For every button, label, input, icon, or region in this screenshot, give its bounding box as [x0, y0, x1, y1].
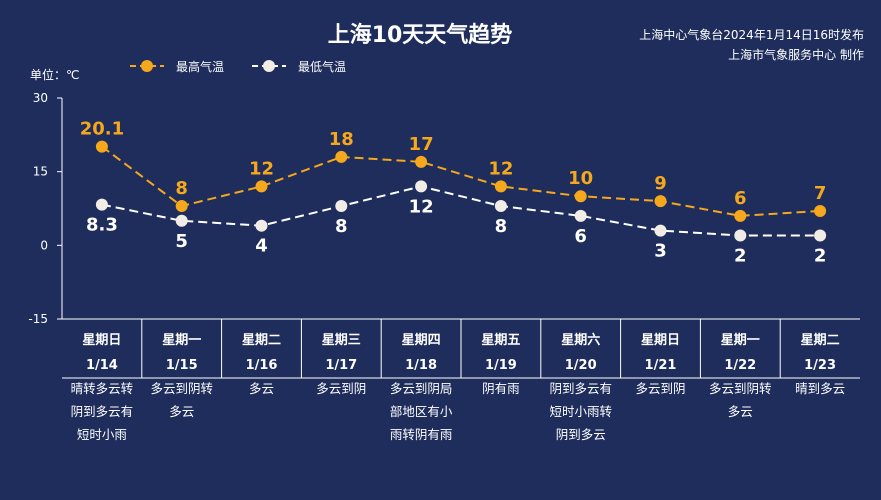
high-temperature-point [654, 195, 667, 208]
weather-text: 短时小雨 [77, 427, 127, 442]
date-label: 1/19 [485, 358, 517, 373]
low-temperature-label: 3 [654, 241, 667, 262]
high-temperature-point [494, 180, 507, 193]
date-label: 1/20 [565, 358, 597, 373]
high-temperature-point [734, 209, 747, 222]
high-temperature-point [415, 155, 428, 168]
low-temperature-label: 5 [175, 231, 188, 252]
high-temperature-label: 20.1 [80, 119, 124, 140]
low-temperature-label: 2 [814, 246, 827, 267]
weekday-label: 星期一 [721, 333, 760, 348]
weather-text: 多云 [249, 381, 274, 396]
low-temperature-point [255, 219, 268, 232]
high-temperature-label: 9 [654, 173, 667, 194]
legend: 最高气温 最低气温 [130, 59, 346, 74]
series-lines [101, 145, 821, 237]
x-axis-labels: 星期日1/14晴转多云转阴到多云有短时小雨星期一1/15多云到阴转多云星期二1/… [71, 332, 845, 442]
date-label: 1/17 [325, 358, 357, 373]
high-temperature-label: 8 [175, 178, 188, 199]
high-temperature-point [335, 150, 348, 163]
low-temperature-point [494, 200, 507, 213]
weather-text: 部地区有小 [390, 404, 453, 419]
weekday-label: 星期二 [242, 333, 281, 348]
weekday-label: 星期二 [801, 333, 840, 348]
low-temperature-label: 4 [255, 236, 268, 257]
y-tick-label: 0 [40, 238, 48, 252]
date-label: 1/21 [645, 358, 677, 373]
low-temperature-point [654, 224, 667, 237]
date-label: 1/16 [246, 358, 278, 373]
low-temperature-point [734, 229, 747, 242]
weather-text: 短时小雨转 [549, 404, 612, 419]
source-line-2: 上海市气象服务中心 制作 [728, 47, 864, 62]
low-temperature-point [574, 209, 587, 222]
low-temperature-label: 6 [574, 226, 587, 247]
weather-text: 多云 [728, 404, 753, 419]
low-temperature-line [101, 185, 821, 237]
low-temperature-point [814, 229, 827, 242]
low-temperature-label: 12 [409, 196, 434, 217]
weekday-label: 星期三 [322, 333, 361, 348]
weekday-label: 星期五 [481, 333, 520, 348]
low-temperature-point [415, 180, 428, 193]
date-label: 1/22 [724, 358, 756, 373]
y-tick-label: -15 [28, 312, 48, 326]
low-temperature-label: 8.3 [86, 215, 118, 236]
weather-text: 晴转多云转 [71, 381, 134, 396]
weather-text: 阴到多云有 [71, 404, 134, 419]
high-temperature-label: 17 [409, 134, 434, 155]
chart-title: 上海10天天气趋势 [328, 22, 513, 48]
legend-low-label: 最低气温 [298, 59, 346, 74]
weather-text: 多云到阴转 [709, 381, 772, 396]
high-temperature-label: 7 [814, 183, 827, 204]
low-temperature-label: 2 [734, 246, 747, 267]
weather-text: 晴到多云 [795, 381, 845, 396]
y-tick-label: 30 [33, 91, 48, 105]
y-tick-label: 15 [33, 165, 48, 179]
weather-text: 阴到多云有 [549, 381, 612, 396]
weather-text: 阴到多云 [556, 427, 606, 442]
high-temperature-label: 6 [734, 188, 747, 209]
weekday-label: 星期四 [402, 333, 441, 348]
high-temperature-point [255, 180, 268, 193]
legend-low-marker [263, 60, 275, 72]
high-temperature-point [814, 204, 827, 217]
low-temperature-point [95, 198, 108, 211]
weather-text: 多云 [169, 404, 194, 419]
table-grid [62, 318, 860, 379]
weather-text: 多云到阴转 [150, 381, 213, 396]
low-temperature-label: 8 [335, 216, 348, 237]
date-label: 1/23 [804, 358, 836, 373]
date-label: 1/18 [405, 358, 437, 373]
weather-text: 多云到阴 [316, 381, 366, 396]
y-axis: 30 15 0 -15 [28, 91, 63, 326]
legend-high-label: 最高气温 [176, 59, 224, 74]
weather-text: 阴有雨 [482, 381, 520, 396]
low-temperature-point [335, 200, 348, 213]
high-temperature-label: 18 [329, 129, 354, 150]
weekday-label: 星期日 [641, 333, 680, 348]
weekday-label: 星期六 [561, 332, 600, 348]
date-label: 1/14 [86, 358, 118, 373]
weather-text: 多云到阴 [635, 381, 685, 396]
high-temperature-label: 12 [249, 158, 274, 179]
date-label: 1/15 [166, 358, 198, 373]
high-temperature-label: 10 [568, 168, 593, 189]
weather-text: 雨转阴有雨 [390, 427, 453, 442]
high-temperature-point [175, 200, 188, 213]
weekday-label: 星期日 [82, 333, 121, 348]
high-temperature-point [574, 190, 587, 203]
low-temperature-label: 8 [495, 216, 508, 237]
series-points: 20.1 8 12 18 17 12 10 9 6 7 8.3 5 4 8 12 8 6 3 2 2 [80, 119, 827, 267]
legend-high-marker [141, 60, 153, 72]
source-line-1: 上海中心气象台2024年1月14日16时发布 [639, 27, 864, 42]
weekday-label: 星期一 [162, 333, 201, 348]
weather-text: 多云到阴局 [390, 381, 453, 396]
unit-label: 单位：℃ [30, 67, 79, 82]
high-temperature-line [101, 145, 821, 217]
low-temperature-point [175, 214, 188, 227]
high-temperature-point [95, 140, 108, 153]
high-temperature-label: 12 [488, 158, 513, 179]
